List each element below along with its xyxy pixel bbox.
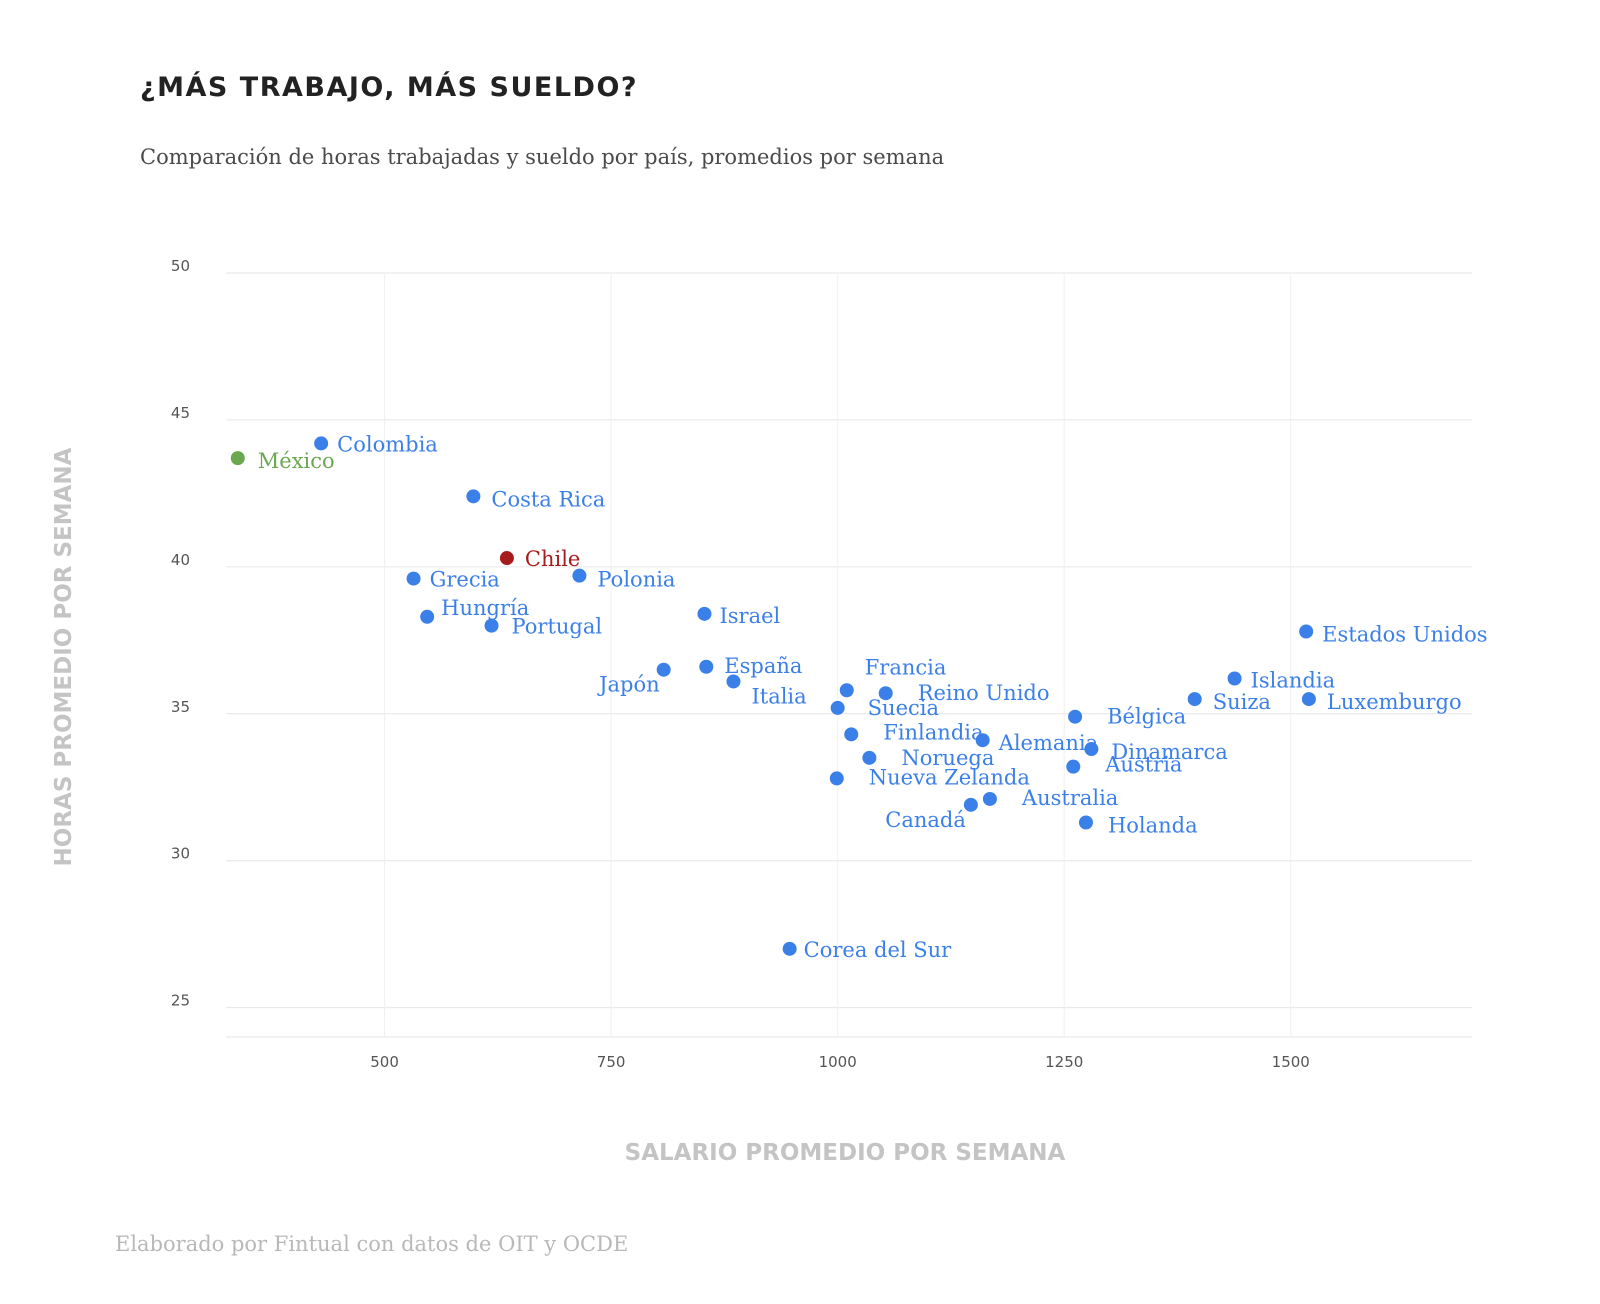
y-tick-label: 45 [171,404,190,422]
x-tick-label: 750 [597,1053,626,1071]
point-chile[interactable] [499,551,514,566]
point-label: España [724,654,802,678]
point-label: Australia [1021,786,1118,810]
point-label: Finlandia [883,720,983,744]
chart-subtitle: Comparación de horas trabajadas y sueldo… [140,145,945,169]
point-españa[interactable] [699,659,714,674]
point-label: Italia [751,684,806,708]
point-label: México [258,449,335,473]
point-label: Israel [719,604,780,628]
point-portugal[interactable] [484,618,499,633]
y-tick-label: 25 [171,992,190,1010]
point-label: Polonia [597,568,675,592]
point-islandia[interactable] [1227,671,1242,686]
axis-ticks: 25 30 35 40 45 50 500 750 1000 1250 1500 [171,257,1310,1071]
point-label: Reino Unido [918,681,1050,705]
y-tick-label: 40 [171,551,190,569]
point-japón[interactable] [656,662,671,677]
point-label: Austria [1104,753,1182,777]
point-label: Islandia [1251,669,1336,693]
point-label: Suecia [868,696,939,720]
point-label: Chile [525,547,580,571]
point-label: Costa Rica [491,487,605,511]
point-luxemburgo[interactable] [1301,692,1316,707]
x-tick-label: 1250 [1045,1053,1083,1071]
point-holanda[interactable] [1078,815,1093,830]
point-corea-del-sur[interactable] [782,941,797,956]
point-label: Suiza [1213,690,1271,714]
point-finlandia[interactable] [844,727,859,742]
point-italia[interactable] [726,674,741,689]
point-colombia[interactable] [314,436,329,451]
point-label: Bélgica [1107,705,1186,729]
point-label: Estados Unidos [1322,622,1487,646]
point-francia[interactable] [839,683,854,698]
x-tick-label: 1000 [819,1053,857,1071]
grid-lines [226,272,1472,1038]
chart-title: ¿MÁS TRABAJO, MÁS SUELDO? [140,72,639,103]
point-label: Luxemburgo [1327,690,1462,714]
point-australia[interactable] [982,791,997,806]
y-tick-label: 30 [171,845,190,863]
point-label: Noruega [901,746,994,770]
y-tick-label: 35 [171,698,190,716]
point-austria[interactable] [1066,759,1081,774]
point-label: Japón [597,673,660,697]
point-label: Grecia [430,568,500,592]
y-tick-label: 50 [171,257,190,275]
point-label: Dinamarca [1111,740,1227,764]
point-canadá[interactable] [963,797,978,812]
point-label: Alemania [998,731,1099,755]
point-dinamarca[interactable] [1084,742,1099,757]
point-méxico[interactable] [230,451,245,466]
point-label: Colombia [337,432,438,456]
y-axis-label: HORAS PROMEDIO POR SEMANA [51,447,77,867]
point-polonia[interactable] [572,568,587,583]
point-label: Hungría [441,596,529,620]
x-tick-label: 500 [370,1053,399,1071]
point-grecia[interactable] [406,571,421,586]
point-alemania[interactable] [975,733,990,748]
point-label: Portugal [512,615,603,639]
point-hungría[interactable] [420,609,435,624]
point-costa-rica[interactable] [466,489,481,504]
point-noruega[interactable] [862,750,877,765]
source-note: Elaborado por Fintual con datos de OIT y… [115,1232,629,1256]
x-axis-label: SALARIO PROMEDIO POR SEMANA [624,1140,1066,1166]
point-israel[interactable] [697,606,712,621]
point-label: Nueva Zelanda [869,765,1030,789]
point-estados-unidos[interactable] [1299,624,1314,639]
point-nueva-zelanda[interactable] [829,771,844,786]
point-suiza[interactable] [1187,692,1202,707]
point-label: Francia [865,655,947,679]
point-suecia[interactable] [830,700,845,715]
point-label: Canadá [885,808,966,832]
x-tick-label: 1500 [1272,1053,1310,1071]
point-label: Holanda [1108,813,1198,837]
point-label: Corea del Sur [804,938,953,962]
point-bélgica[interactable] [1068,709,1083,724]
point-reino-unido[interactable] [878,686,893,701]
